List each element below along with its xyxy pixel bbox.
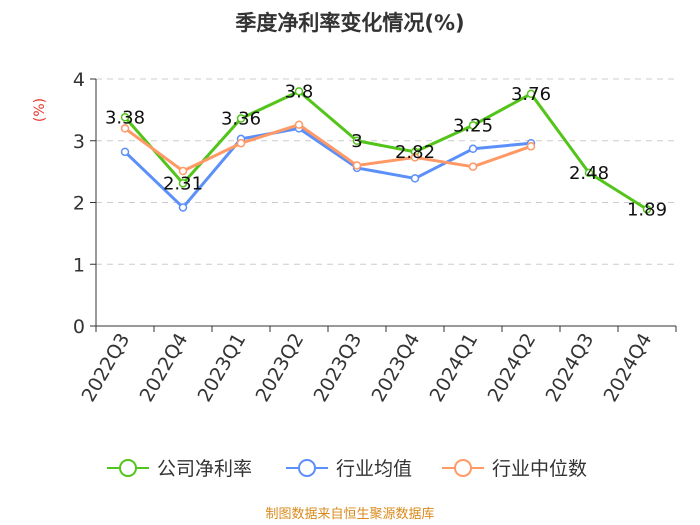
series-line-1 bbox=[123, 126, 532, 209]
legend-marker bbox=[119, 459, 137, 477]
y-tick-label: 2 bbox=[73, 193, 85, 215]
data-label: 3 bbox=[351, 131, 362, 152]
series-point-2 bbox=[120, 124, 130, 133]
series-layer bbox=[120, 87, 652, 214]
legend[interactable]: 公司净利率 行业均值 行业中位数 bbox=[107, 458, 587, 480]
x-tick-label: 2023Q4 bbox=[368, 330, 425, 406]
x-tick-label: 2022Q4 bbox=[136, 330, 193, 406]
data-label: 2.31 bbox=[163, 173, 203, 194]
series-line-0 bbox=[123, 89, 648, 211]
series-point-0 bbox=[468, 121, 478, 130]
x-tick-label: 2024Q4 bbox=[600, 330, 657, 406]
grid bbox=[96, 78, 676, 265]
legend-label: 行业中位数 bbox=[492, 458, 587, 480]
x-tick-label: 2023Q1 bbox=[194, 330, 251, 406]
legend-item-1[interactable]: 行业均值 bbox=[286, 458, 412, 480]
series-point-0 bbox=[352, 136, 362, 145]
y-tick-label: 3 bbox=[73, 131, 85, 153]
y-tick-label: 4 bbox=[73, 69, 85, 91]
series-point-0 bbox=[120, 113, 130, 122]
x-tick-label: 2022Q3 bbox=[78, 330, 135, 406]
data-labels: 3.38 2.31 3.36 3.8 3 2.82 3.25 3.76 2.48 1.89 bbox=[105, 81, 667, 220]
series-point-1 bbox=[410, 174, 420, 183]
y-axis-unit: (%) bbox=[32, 98, 48, 122]
series-point-0 bbox=[584, 168, 594, 178]
series-point-2 bbox=[294, 120, 304, 129]
axes: 0 1 2 3 4 2022Q3 2022Q4 2023Q1 2023Q2 2023Q3 2023Q… bbox=[73, 69, 677, 406]
x-tick-label: 2024Q2 bbox=[484, 330, 541, 406]
series-point-0 bbox=[642, 205, 652, 214]
data-label: 3.38 bbox=[105, 107, 145, 128]
legend-label: 行业均值 bbox=[336, 458, 412, 480]
series-point-0 bbox=[294, 87, 304, 96]
data-label: 2.48 bbox=[569, 163, 609, 184]
data-label: 3.8 bbox=[285, 81, 314, 102]
legend-item-0[interactable]: 公司净利率 bbox=[107, 458, 252, 480]
series-point-0 bbox=[178, 179, 188, 188]
data-label: 2.82 bbox=[395, 142, 435, 163]
series-point-2 bbox=[178, 166, 188, 176]
series-point-0 bbox=[236, 114, 246, 123]
legend-item-2[interactable]: 行业中位数 bbox=[442, 458, 587, 480]
data-label: 3.25 bbox=[453, 115, 493, 136]
series-point-2 bbox=[468, 162, 478, 171]
series-point-2 bbox=[526, 142, 536, 151]
series-point-1 bbox=[178, 203, 188, 212]
series-point-2 bbox=[352, 161, 362, 170]
x-tick-label: 2023Q3 bbox=[310, 330, 367, 406]
series-point-1 bbox=[468, 144, 478, 154]
legend-label: 公司净利率 bbox=[157, 458, 252, 480]
source-note: 制图数据来自恒生聚源数据库 bbox=[265, 506, 434, 522]
series-point-0 bbox=[526, 89, 536, 99]
y-tick-label: 1 bbox=[73, 254, 85, 276]
series-point-2 bbox=[410, 153, 420, 162]
x-tick-label: 2023Q2 bbox=[252, 330, 309, 406]
x-tick-label: 2024Q1 bbox=[426, 330, 483, 406]
data-label: 3.76 bbox=[511, 84, 551, 105]
series-line-2 bbox=[124, 123, 532, 173]
legend-marker bbox=[454, 459, 472, 477]
legend-marker bbox=[298, 459, 316, 477]
data-label: 1.89 bbox=[627, 199, 667, 220]
x-tick-label: 2024Q3 bbox=[542, 330, 599, 406]
chart-title: 季度净利率变化情况(%) bbox=[235, 11, 464, 35]
series-point-1 bbox=[120, 147, 130, 157]
series-point-2 bbox=[236, 138, 246, 148]
data-label: 3.36 bbox=[221, 109, 261, 130]
y-tick-label: 0 bbox=[73, 316, 85, 338]
